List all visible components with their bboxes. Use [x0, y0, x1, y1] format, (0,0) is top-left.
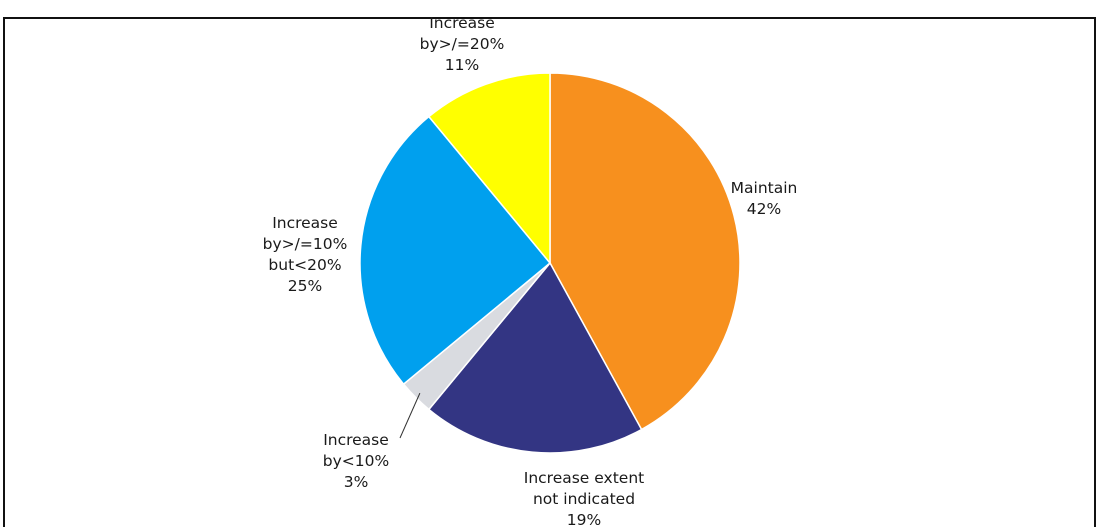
slice-label-line: Maintain [731, 179, 798, 197]
slice-label-line: Increase [323, 431, 389, 449]
slice-label-line: 3% [344, 473, 369, 491]
pie-slice-maintain [549, 72, 741, 431]
slice-label-line: 19% [567, 511, 601, 529]
slice-label-increase-10-to-20: Increase by>/=10% but<20% 25% [263, 214, 348, 295]
slice-label-line: by>/=20% [420, 35, 505, 53]
slice-label-line: 42% [747, 200, 781, 218]
slice-label-line: Increase [429, 14, 495, 32]
slice-label-line: not indicated [533, 490, 635, 508]
slice-label-increase-extent-not-indicated: Increase extent not indicated 19% [524, 469, 644, 529]
slice-label-line: 11% [445, 56, 479, 74]
slice-label-line: Increase [272, 214, 338, 232]
slice-label-increase-under-10: Increase by<10% 3% [323, 431, 389, 491]
slice-label-maintain: Maintain 42% [731, 179, 798, 218]
slice-label-line: 25% [288, 277, 322, 295]
slice-label-line: Increase extent [524, 469, 644, 487]
slice-label-line: by<10% [323, 452, 389, 470]
slice-label-line: but<20% [268, 256, 341, 274]
pie-slice-increase-20-plus [427, 72, 551, 266]
leader-line-increase-under-10 [399, 392, 421, 439]
pie-slice-increase-10-to-20 [359, 115, 552, 386]
chart-frame [3, 17, 1096, 527]
pie-slice-increase-extent-not-indicated [427, 261, 643, 454]
slice-label-increase-20-plus: Increase by>/=20% 11% [420, 14, 505, 74]
slice-label-line: by>/=10% [263, 235, 348, 253]
